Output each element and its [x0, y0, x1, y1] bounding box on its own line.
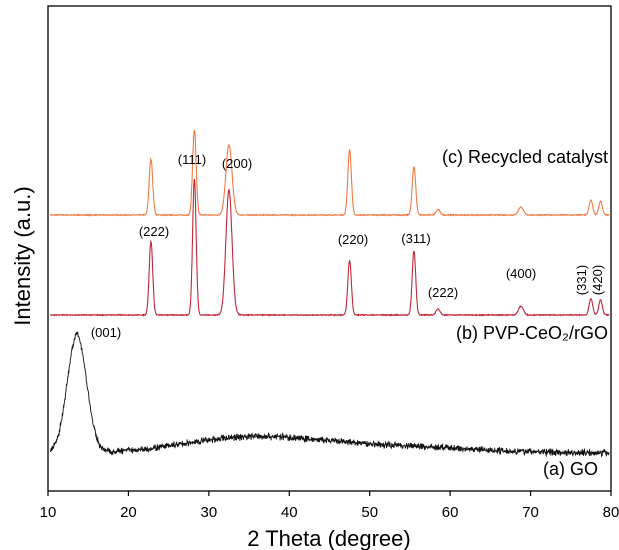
x-tick-label: 50 — [361, 504, 378, 521]
x-tick-label: 70 — [522, 504, 539, 521]
y-axis-title: Intensity (a.u.) — [10, 186, 35, 325]
x-axis-tick-labels: 10 20 30 40 50 60 70 80 — [40, 504, 619, 521]
peak-label-222-a: (222) — [139, 224, 169, 239]
series-label-go: (a) GO — [543, 459, 598, 479]
x-tick-label: 40 — [281, 504, 298, 521]
peak-label-420: (420) — [590, 265, 605, 295]
peak-label-331: (331) — [574, 265, 589, 295]
x-tick-label: 20 — [120, 504, 137, 521]
x-axis-title: 2 Theta (degree) — [247, 526, 410, 550]
peak-label-111: (111) — [178, 152, 206, 167]
peak-labels: (222) (111) (200) (220) (311) (222) (400… — [91, 152, 605, 340]
plot-frame — [47, 5, 612, 492]
series-line-0 — [49, 129, 610, 217]
peak-label-222-b: (222) — [428, 285, 458, 300]
series-line-2 — [49, 331, 610, 458]
series-label-pvp-ceo2-rgo: (b) PVP-CeO₂/rGO — [456, 323, 608, 343]
peak-label-400: (400) — [506, 266, 536, 281]
peak-label-001: (001) — [91, 325, 121, 340]
x-axis-ticks — [47, 491, 612, 496]
x-tick-label: 30 — [201, 504, 218, 521]
plot-lines — [49, 129, 610, 458]
series-line-1 — [50, 178, 610, 317]
x-tick-label: 10 — [40, 504, 57, 521]
x-tick-label: 80 — [603, 504, 619, 521]
peak-label-220: (220) — [338, 232, 368, 247]
peak-label-311: (311) — [401, 231, 430, 246]
series-label-recycled: (c) Recycled catalyst — [442, 147, 608, 167]
peak-label-200: (200) — [222, 156, 252, 171]
x-tick-label: 60 — [442, 504, 459, 521]
